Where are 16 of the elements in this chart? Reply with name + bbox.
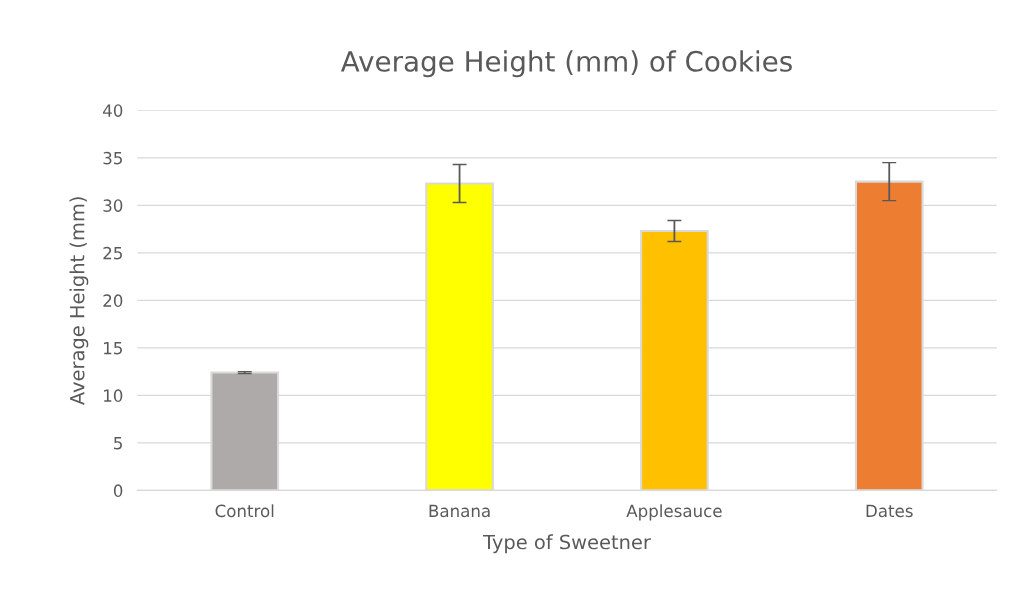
- x-tick-label: Banana: [429, 504, 490, 518]
- y-tick-label: 40: [103, 104, 123, 117]
- chart-title: Average Height (mm) of Cookies: [340, 50, 792, 78]
- y-tick-label: 20: [103, 294, 123, 307]
- y-tick-label: 25: [103, 246, 122, 260]
- y-tick-label: 30: [103, 199, 123, 212]
- x-tick-label: Applesauce: [626, 504, 722, 521]
- y-tick-label: 35: [103, 151, 122, 165]
- y-axis-title: Average Height (mm): [69, 197, 89, 405]
- x-tick-label: Dates: [866, 504, 913, 518]
- y-tick-label: 10: [104, 389, 123, 402]
- x-axis-title: Type of Sweetner: [483, 534, 651, 554]
- y-tick-label: 0: [113, 484, 123, 497]
- y-tick-label: 5: [114, 437, 122, 450]
- x-tick-label: Control: [215, 504, 274, 518]
- y-tick-label: 15: [104, 342, 122, 355]
